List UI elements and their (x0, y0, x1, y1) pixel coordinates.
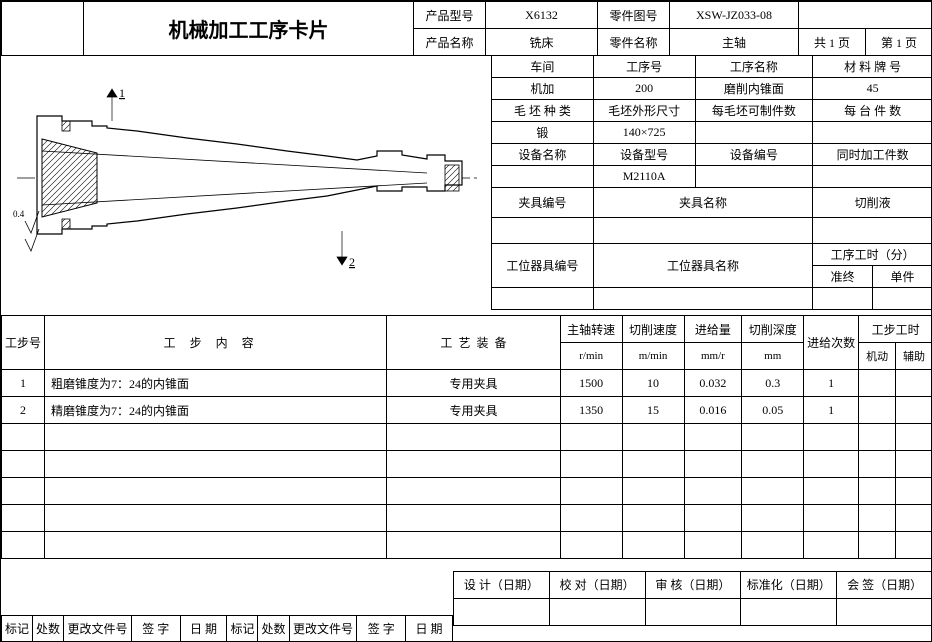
station-tool-no-label: 工位器具编号 (492, 244, 594, 288)
table-row: 1粗磨锥度为7：24的内锥面专用夹具1500100.0320.31 (2, 370, 932, 397)
col-step-time: 工步工时 (859, 316, 932, 343)
material: 45 (813, 78, 932, 100)
prep-label: 准终 (813, 266, 873, 288)
equip-no-label: 设备编号 (695, 144, 813, 166)
roughness-note: 0.4 (13, 209, 25, 219)
review-label: 审 核（日期） (645, 571, 741, 598)
part-drawing-no-label: 零件图号 (598, 2, 670, 29)
standard-label: 标准化（日期） (741, 571, 837, 598)
check-label: 校 对（日期） (549, 571, 645, 598)
footer-signatures: 设 计（日期） 校 对（日期） 审 核（日期） 标准化（日期） 会 签（日期） (453, 561, 932, 626)
workshop-label: 车间 (492, 56, 594, 78)
station-tool-name-label: 工位器具名称 (593, 244, 813, 288)
col-feed: 进给量 (684, 316, 742, 343)
concurrent (813, 166, 932, 188)
fixture-name-label: 夹具名称 (593, 188, 813, 218)
fixture-no-label: 夹具编号 (492, 188, 594, 218)
blank-size: 140×725 (593, 122, 695, 144)
per-machine (813, 122, 932, 144)
col-tooling: 工 艺 装 备 (387, 316, 561, 370)
col-content: 工步内容 (45, 316, 387, 370)
footer-revision: 标记 处数 更改文件号 签 字 日 期 标记 处数 更改文件号 签 字 日 期 (1, 615, 453, 642)
blank-size-label: 毛坯外形尺寸 (593, 100, 695, 122)
equip-model: M2110A (593, 166, 695, 188)
proc-no-label: 工序号 (593, 56, 695, 78)
proc-name-label: 工序名称 (695, 56, 813, 78)
product-model-label: 产品型号 (414, 2, 486, 29)
steps-table: 工步号 工步内容 工 艺 装 备 主轴转速 切削速度 进给量 切削深度 进给次数… (1, 315, 932, 559)
table-row (2, 424, 932, 451)
equip-name (492, 166, 594, 188)
col-speed: 切削速度 (622, 316, 684, 343)
product-name: 铣床 (486, 29, 598, 56)
part-drawing: 1 2 0.4 (7, 61, 487, 295)
product-name-label: 产品名称 (414, 29, 486, 56)
header-table: 机械加工工序卡片 产品型号 X6132 零件图号 XSW-JZ033-08 产品… (1, 1, 932, 56)
blank-type: 锻 (492, 122, 594, 144)
product-model: X6132 (486, 2, 598, 29)
equip-model-label: 设备型号 (593, 144, 695, 166)
page-total: 共 1 页 (799, 29, 866, 56)
table-row (2, 451, 932, 478)
meta-table: 车间 工序号 工序名称 材 料 牌 号 机加 200 磨削内锥面 45 毛 坯 … (491, 55, 932, 310)
page-current: 第 1 页 (866, 29, 932, 56)
part-name: 主轴 (670, 29, 799, 56)
per-machine-label: 每 台 件 数 (813, 100, 932, 122)
per-blank (695, 122, 813, 144)
approve-label: 会 签（日期） (837, 571, 932, 598)
col-passes: 进给次数 (804, 316, 859, 370)
concurrent-label: 同时加工件数 (813, 144, 932, 166)
dim-2: 2 (349, 255, 355, 269)
part-name-label: 零件名称 (598, 29, 670, 56)
proc-time-label: 工序工时（分） (813, 244, 932, 266)
table-row (2, 478, 932, 505)
coolant-label: 切削液 (813, 188, 932, 218)
equip-no (695, 166, 813, 188)
workshop: 机加 (492, 78, 594, 100)
process-card-sheet: 机械加工工序卡片 产品型号 X6132 零件图号 XSW-JZ033-08 产品… (0, 0, 932, 642)
per-blank-label: 每毛坯可制件数 (695, 100, 813, 122)
proc-name: 磨削内锥面 (695, 78, 813, 100)
blank-type-label: 毛 坯 种 类 (492, 100, 594, 122)
equip-name-label: 设备名称 (492, 144, 594, 166)
table-row (2, 505, 932, 532)
table-row: 2精磨锥度为7：24的内锥面专用夹具1350150.0160.051 (2, 397, 932, 424)
col-step-no: 工步号 (2, 316, 45, 370)
dim-1: 1 (119, 86, 125, 100)
proc-no: 200 (593, 78, 695, 100)
design-label: 设 计（日期） (454, 571, 550, 598)
col-spindle: 主轴转速 (560, 316, 622, 343)
unit-label: 单件 (873, 266, 932, 288)
part-drawing-no: XSW-JZ033-08 (670, 2, 799, 29)
col-depth: 切削深度 (742, 316, 804, 343)
table-row (2, 532, 932, 559)
material-label: 材 料 牌 号 (813, 56, 932, 78)
card-title: 机械加工工序卡片 (84, 2, 414, 56)
